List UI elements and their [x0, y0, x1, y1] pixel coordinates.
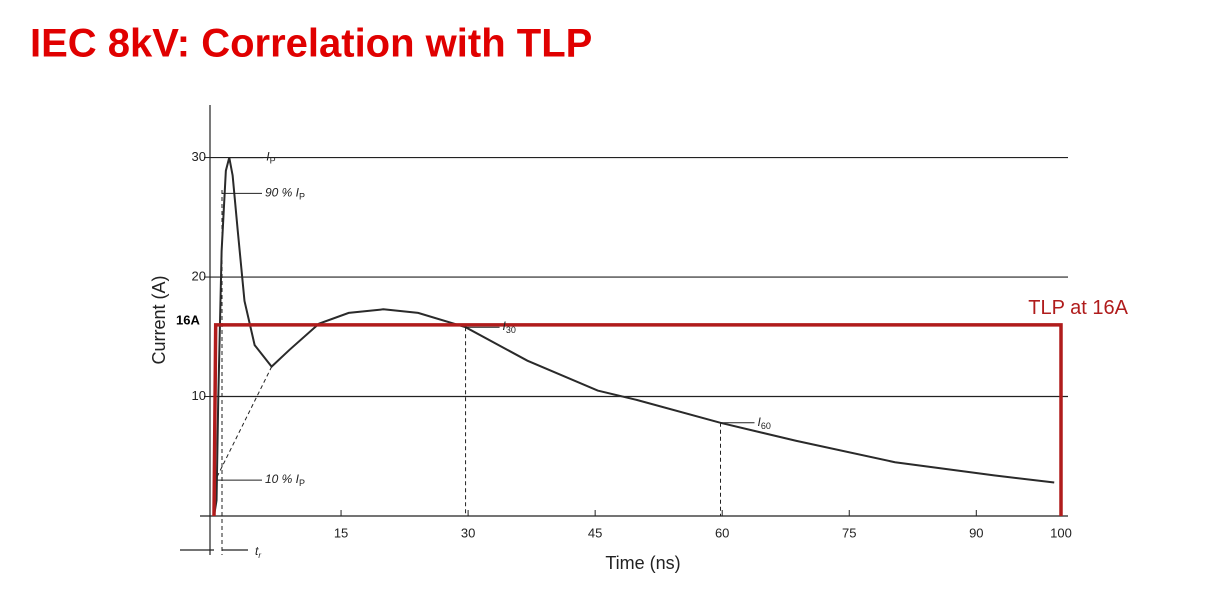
- annotation-main: 90 % I: [265, 186, 300, 200]
- rise-time-sub: r: [258, 551, 261, 560]
- annotation-label: I30: [503, 319, 516, 335]
- annotation-label: IP: [266, 150, 275, 166]
- x-tick-label: 60: [715, 525, 729, 540]
- annotation-label: I60: [758, 415, 771, 431]
- y-tick-label: 30: [192, 149, 206, 164]
- x-tick-label: 90: [969, 525, 983, 540]
- y-axis-label: Current (A): [149, 275, 169, 364]
- annotation-main: I: [266, 150, 270, 164]
- waveform: [213, 157, 1055, 517]
- rise-time-label: tr: [255, 544, 261, 560]
- x-tick-label: 45: [588, 525, 602, 540]
- x-tick-label: 15: [334, 525, 348, 540]
- x-tick-label: 30: [461, 525, 475, 540]
- x-tick-label: 75: [842, 525, 856, 540]
- annotation-sub: 60: [761, 421, 771, 431]
- y-tick-label: 10: [192, 388, 206, 403]
- annotation-sub: P: [299, 479, 305, 489]
- y-tick-label: 20: [192, 268, 206, 283]
- annotation-sub: 30: [506, 326, 516, 336]
- annotation-sub: P: [270, 156, 276, 166]
- tlp-label: TLP at 16A: [1028, 297, 1128, 319]
- annotation-label: 90 % IP: [265, 186, 305, 202]
- annotation-main: I: [758, 415, 762, 429]
- annotation-label: 10 % IP: [265, 472, 305, 488]
- slide-title: IEC 8kV: Correlation with TLP: [30, 22, 592, 66]
- tangent-line: [213, 365, 273, 484]
- tlp-pulse: [212, 323, 1063, 517]
- annotation-main: 10 % I: [265, 472, 300, 486]
- annotation-sub: P: [299, 192, 305, 202]
- x-tick-label: 100: [1050, 525, 1072, 540]
- x-axis-label: Time (ns): [605, 553, 680, 573]
- annotation-main: I: [503, 319, 507, 333]
- tlp-level-label: 16A: [176, 312, 200, 327]
- rise-time-main: t: [255, 544, 259, 558]
